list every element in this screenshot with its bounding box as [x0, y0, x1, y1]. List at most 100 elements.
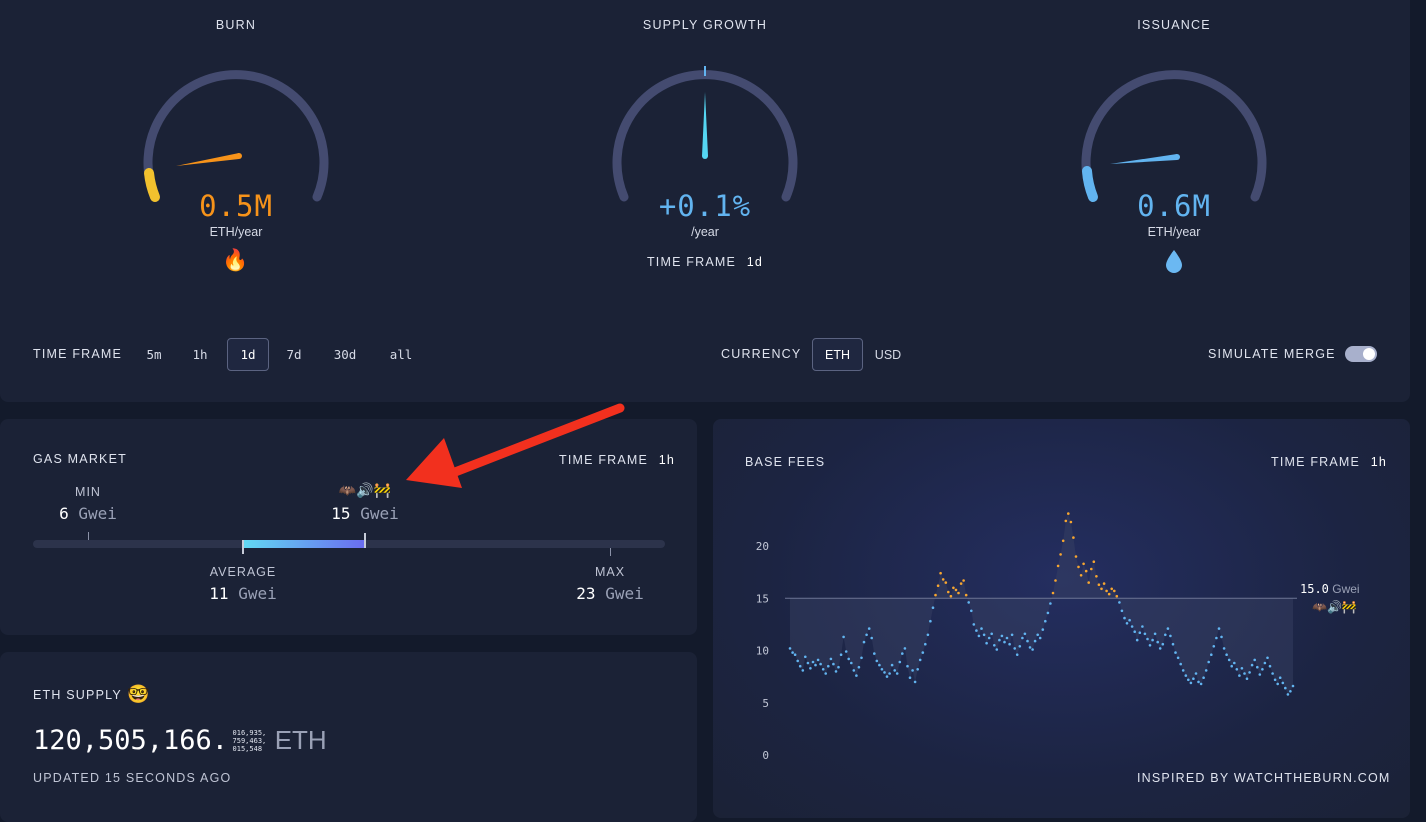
gas-current-unit: Gwei: [360, 504, 399, 523]
data-point: [827, 664, 830, 668]
data-point: [916, 668, 919, 671]
data-point: [1113, 589, 1116, 593]
issuance-gauge: [1081, 70, 1267, 202]
data-point: [908, 676, 912, 679]
data-point: [857, 665, 861, 669]
data-point: [1041, 628, 1045, 631]
data-point: [1276, 682, 1279, 686]
data-point: [1028, 646, 1032, 649]
data-point: [852, 669, 856, 672]
gas-market-panel: [0, 419, 697, 635]
data-point: [867, 627, 871, 630]
data-point: [791, 651, 794, 654]
data-point: [1199, 682, 1203, 686]
data-point: [1135, 638, 1139, 642]
y-tick-label: 0: [762, 749, 769, 762]
data-point: [1197, 680, 1200, 684]
data-point: [1077, 565, 1080, 569]
gas-market-timeframe: TIME FRAME 1h: [559, 453, 675, 467]
data-point: [1233, 661, 1236, 665]
data-point: [839, 653, 843, 656]
eth-supply-value: 120,505,166. 016,935, 759,463, 015,548 E…: [33, 725, 327, 756]
data-point: [1230, 664, 1233, 668]
data-point: [1036, 633, 1039, 637]
timeframe-1d-button[interactable]: 1d: [227, 338, 269, 371]
data-point: [1059, 553, 1062, 556]
data-point: [1069, 520, 1073, 524]
data-point: [1100, 587, 1103, 591]
data-point: [1286, 693, 1290, 696]
data-point: [1174, 651, 1177, 654]
data-point: [834, 670, 838, 673]
timeframe-5m-button[interactable]: 5m: [146, 347, 162, 362]
data-point: [924, 642, 927, 646]
currency-eth-button[interactable]: ETH: [812, 338, 863, 371]
timeframe-7d-button[interactable]: 7d: [286, 347, 302, 362]
base-fees-chart: 0 5 10 15 20: [756, 512, 1297, 762]
data-point: [1204, 669, 1208, 672]
timeframe-1h-button[interactable]: 1h: [192, 347, 208, 362]
data-point: [862, 640, 866, 644]
base-fees-panel: [713, 419, 1410, 818]
gas-average-unit: Gwei: [238, 584, 277, 603]
data-point: [1253, 658, 1256, 662]
data-point: [824, 672, 827, 675]
data-point: [1010, 633, 1014, 637]
data-point: [1130, 625, 1134, 628]
gas-max-value: 23 Gwei: [560, 584, 660, 603]
data-point: [1092, 560, 1096, 563]
data-point: [893, 669, 896, 672]
eth-supply-main: 120,505,166.: [33, 725, 229, 756]
data-point: [1107, 592, 1111, 596]
data-point: [1105, 589, 1108, 593]
eth-supply-unit: ETH: [274, 725, 327, 755]
data-point: [1138, 631, 1142, 634]
data-point: [985, 641, 988, 645]
data-point: [901, 652, 904, 655]
data-point: [952, 586, 955, 590]
gas-average-tick: [242, 540, 244, 554]
data-point: [1176, 656, 1180, 660]
currency-usd-button[interactable]: USD: [874, 348, 902, 362]
data-point: [921, 651, 925, 654]
data-point: [1133, 630, 1136, 633]
data-point: [1023, 632, 1027, 636]
data-point: [1271, 672, 1274, 675]
data-point: [1128, 618, 1131, 622]
data-point: [1046, 611, 1050, 615]
data-point: [1000, 634, 1004, 638]
gas-current-value: 15 Gwei: [315, 504, 415, 523]
droplet-icon: [1165, 249, 1183, 273]
data-point: [1082, 562, 1085, 566]
data-point: [870, 636, 873, 640]
data-point: [1227, 658, 1231, 662]
data-point: [998, 638, 1001, 642]
data-point: [883, 671, 886, 674]
data-point: [1278, 676, 1282, 679]
gas-min-value: 6 Gwei: [38, 504, 138, 523]
simulate-merge-toggle[interactable]: [1345, 346, 1377, 362]
supply-growth-timeframe-label: TIME FRAME: [646, 255, 737, 269]
gas-average-number: 11: [209, 584, 229, 603]
simulate-merge-label: SIMULATE MERGE: [1208, 347, 1336, 361]
data-point: [798, 664, 802, 668]
eth-supply-fraction-1: 016,935,: [232, 729, 267, 737]
issuance-unit: ETH/year: [1147, 225, 1201, 239]
issuance-value: 0.6M: [1137, 189, 1211, 223]
data-point: [1181, 669, 1185, 672]
data-point: [1049, 602, 1052, 605]
gas-max-number: 23: [576, 584, 596, 603]
data-point: [1026, 639, 1029, 643]
data-point: [1281, 681, 1285, 685]
gas-min-number: 6: [59, 504, 69, 523]
timeframe-label: TIME FRAME: [33, 347, 123, 361]
data-point: [1015, 653, 1019, 656]
data-point: [1192, 677, 1195, 680]
data-point: [832, 662, 835, 666]
timeframe-30d-button[interactable]: 30d: [333, 347, 357, 362]
gas-min-unit: Gwei: [78, 504, 117, 523]
supply-growth-timeframe-value: 1d: [746, 255, 764, 269]
data-point: [1156, 640, 1159, 644]
burn-title: BURN: [215, 18, 257, 32]
timeframe-all-button[interactable]: all: [389, 347, 413, 362]
